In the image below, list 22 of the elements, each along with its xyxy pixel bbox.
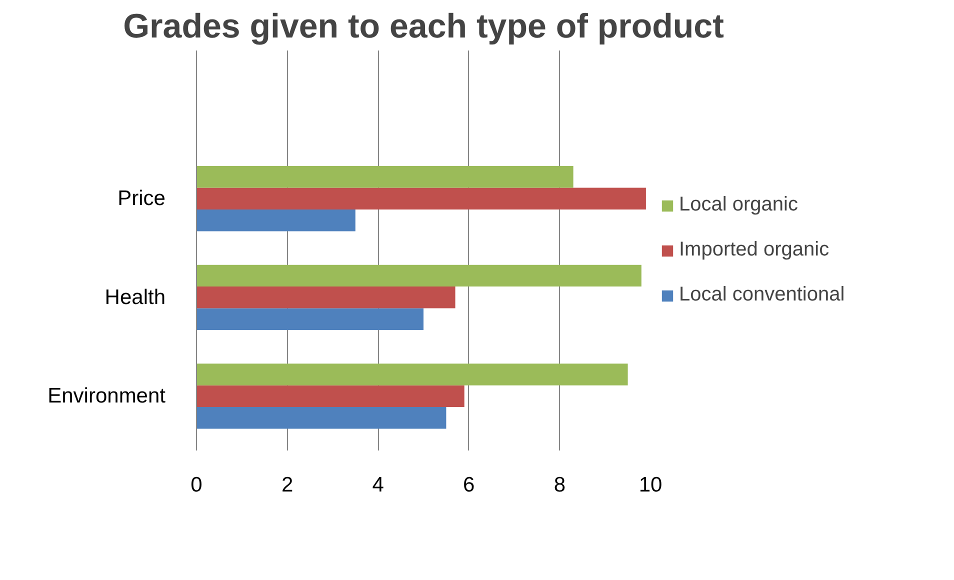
y-tick-label: Price — [118, 187, 166, 210]
bar — [196, 166, 574, 188]
legend-label: Local organic — [679, 194, 798, 216]
bar — [196, 188, 646, 210]
legend-label: Local conventional — [679, 284, 845, 306]
bar — [196, 385, 464, 408]
y-tick-label: Health — [104, 286, 166, 309]
legend-label: Imported organic — [679, 238, 830, 262]
chart-title: Grades given to each type of product — [123, 8, 724, 46]
x-tick-label: 2 — [281, 474, 294, 496]
y-tick-label: Environment — [48, 384, 166, 408]
x-tick-label: 0 — [190, 474, 202, 496]
bar — [196, 364, 628, 386]
x-tick-label: 4 — [372, 474, 384, 496]
bar — [196, 308, 424, 330]
x-tick-label: 10 — [638, 474, 662, 496]
x-tick-label: 6 — [463, 474, 475, 496]
bar — [196, 286, 456, 308]
x-tick-label: 8 — [554, 474, 566, 496]
bar — [196, 264, 642, 287]
bar — [196, 210, 356, 232]
bar — [196, 407, 446, 429]
